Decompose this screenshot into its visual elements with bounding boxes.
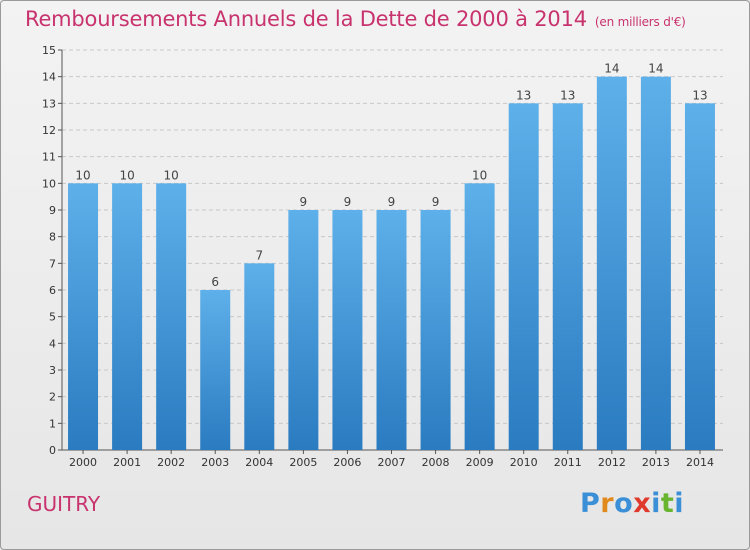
chart-title: Remboursements Annuels de la Dette de 20…: [25, 7, 686, 31]
y-tick-label: 13: [42, 97, 56, 110]
bar-2009: [464, 183, 495, 451]
x-tick-label-2004: 2004: [245, 456, 273, 469]
x-tick-label-2009: 2009: [466, 456, 494, 469]
x-tick-label-2003: 2003: [201, 456, 229, 469]
logo-letter: i: [674, 488, 685, 519]
x-tick-label-2001: 2001: [113, 456, 141, 469]
y-tick-label: 7: [49, 257, 56, 270]
x-tick-label-2011: 2011: [554, 456, 582, 469]
data-label-2006: 9: [344, 195, 352, 209]
logo-letter: r: [600, 488, 615, 519]
proxiti-logo[interactable]: Proxiti: [580, 488, 684, 519]
bar-2002: [156, 183, 187, 451]
y-tick-label: 10: [42, 177, 56, 190]
x-tick-label-2013: 2013: [642, 456, 670, 469]
data-label-2008: 9: [432, 195, 440, 209]
chart-unit: (en milliers d'€): [594, 15, 686, 29]
logo-letter: o: [614, 488, 634, 519]
bar-2013: [640, 76, 671, 451]
y-tick-label: 14: [42, 71, 56, 84]
bar-2003: [200, 290, 231, 450]
y-tick-label: 2: [49, 391, 56, 404]
bar-2001: [112, 183, 143, 451]
x-tick-label-2010: 2010: [510, 456, 538, 469]
y-tick-label: 9: [49, 204, 56, 217]
chart-title-text: Remboursements Annuels de la Dette de 20…: [25, 7, 587, 31]
logo-letter: i: [651, 488, 661, 519]
bar-2005: [288, 210, 319, 450]
bar-2008: [420, 210, 451, 450]
y-tick-label: 11: [42, 151, 56, 164]
bar-2014: [684, 103, 715, 450]
bar-2007: [376, 210, 407, 450]
data-label-2000: 10: [75, 168, 90, 182]
x-tick-label-2005: 2005: [289, 456, 317, 469]
logo-letter: P: [580, 488, 601, 519]
y-tick-label: 8: [49, 231, 56, 244]
data-label-2007: 9: [388, 195, 396, 209]
logo-letter: t: [660, 488, 675, 519]
data-label-2010: 13: [516, 88, 531, 102]
bar-2012: [596, 76, 627, 451]
x-tick-label-2012: 2012: [598, 456, 626, 469]
commune-name: GUITRY: [27, 492, 101, 516]
data-label-2003: 6: [211, 275, 219, 289]
y-tick-label: 0: [49, 444, 56, 457]
bar-2011: [552, 103, 583, 450]
data-label-2013: 14: [648, 62, 663, 76]
bar-2000: [68, 183, 99, 451]
data-label-2014: 13: [692, 88, 707, 102]
data-label-2011: 13: [560, 88, 575, 102]
data-label-2004: 7: [255, 248, 263, 262]
bar-2006: [332, 210, 363, 450]
data-label-2001: 10: [119, 168, 134, 182]
data-label-2009: 10: [472, 168, 487, 182]
y-tick-label: 5: [49, 311, 56, 324]
x-tick-label-2000: 2000: [69, 456, 97, 469]
labels: 0123456789101112131415102000102001102002…: [42, 44, 714, 469]
y-tick-label: 12: [42, 124, 56, 137]
data-label-2005: 9: [300, 195, 308, 209]
bar-2004: [244, 263, 275, 450]
y-tick-label: 4: [49, 337, 56, 350]
x-tick-label-2008: 2008: [422, 456, 450, 469]
x-tick-label-2006: 2006: [333, 456, 361, 469]
logo-letter: x: [633, 488, 652, 519]
x-tick-label-2007: 2007: [378, 456, 406, 469]
y-tick-label: 3: [49, 364, 56, 377]
data-label-2002: 10: [164, 168, 179, 182]
bar-2010: [508, 103, 539, 450]
x-tick-label-2014: 2014: [686, 456, 714, 469]
y-tick-label: 6: [49, 284, 56, 297]
bars: [68, 76, 715, 451]
data-label-2012: 14: [604, 62, 619, 76]
y-tick-label: 15: [42, 44, 56, 57]
x-tick-label-2002: 2002: [157, 456, 185, 469]
y-tick-label: 1: [49, 417, 56, 430]
